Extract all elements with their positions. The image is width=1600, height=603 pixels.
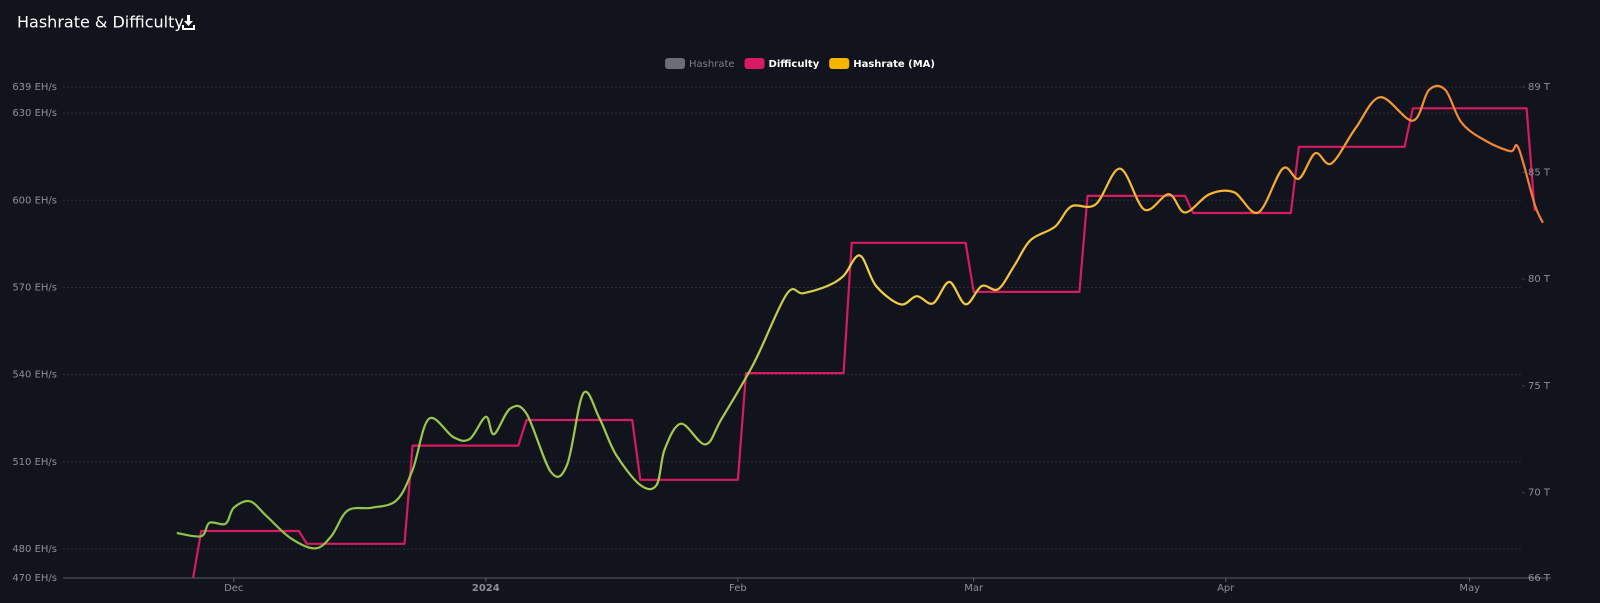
x-tick-label: Mar [964, 583, 984, 594]
x-tick-label: Apr [1217, 583, 1235, 594]
y2-tick-label: 89 T [1528, 82, 1551, 93]
y-tick-label: 600 EH/s [12, 195, 57, 206]
legend-item[interactable]: Hashrate [665, 58, 735, 70]
difficulty-line [192, 107, 1536, 578]
download-icon[interactable] [182, 15, 195, 30]
y-tick-label: 510 EH/s [12, 457, 57, 468]
y2-tick-label: 80 T [1528, 274, 1551, 285]
y2-tick-label: 85 T [1528, 167, 1551, 178]
legend-item[interactable]: Hashrate (MA) [829, 58, 935, 70]
y-tick-label: 639 EH/s [12, 82, 57, 93]
grid [63, 86, 1525, 579]
legend-swatch [665, 58, 686, 69]
legend-label: Difficulty [769, 59, 820, 70]
legend-swatch [829, 58, 850, 69]
x-tick-label: May [1459, 583, 1480, 594]
plot-area [176, 84, 1544, 578]
legend-label: Hashrate [689, 59, 735, 70]
y2-tick-label: 70 T [1528, 488, 1551, 499]
chart-title: Hashrate & Difficulty [17, 13, 184, 32]
x-tick-label: Dec [224, 583, 243, 594]
legend-label: Hashrate (MA) [853, 59, 935, 70]
y-tick-label: 630 EH/s [12, 108, 57, 119]
hashrate-ma-line [176, 84, 1544, 550]
y-tick-label: 570 EH/s [12, 282, 57, 293]
y2-tick-label: 75 T [1528, 381, 1551, 392]
y-tick-label: 480 EH/s [12, 544, 57, 555]
x-tick-label: Feb [729, 583, 747, 594]
y-tick-label: 540 EH/s [12, 370, 57, 381]
y2-tick-label: 66 T [1528, 573, 1551, 584]
legend-item[interactable]: Difficulty [744, 58, 820, 70]
legend-swatch [744, 58, 765, 69]
y-tick-label: 470 EH/s [12, 573, 57, 584]
x-tick-label: 2024 [472, 583, 500, 594]
legend: Hashrate Difficulty Hashrate (MA) [665, 58, 935, 70]
